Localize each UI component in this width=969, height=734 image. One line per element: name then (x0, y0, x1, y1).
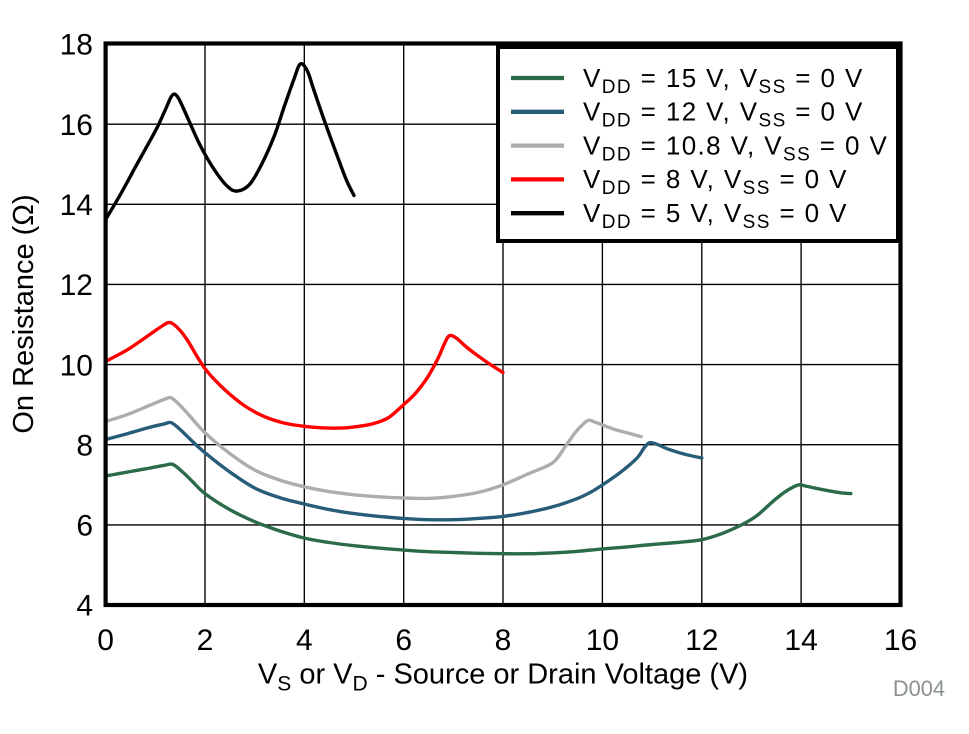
svg-text:4: 4 (296, 624, 313, 657)
svg-text:16: 16 (60, 109, 93, 142)
svg-text:16: 16 (884, 624, 917, 657)
svg-text:0: 0 (97, 624, 114, 657)
svg-text:14: 14 (784, 624, 817, 657)
svg-text:On Resistance (Ω): On Resistance (Ω) (8, 194, 40, 433)
svg-text:4: 4 (76, 590, 93, 623)
svg-text:12: 12 (60, 269, 93, 302)
svg-text:8: 8 (76, 429, 93, 462)
svg-text:6: 6 (395, 624, 412, 657)
svg-text:D004: D004 (893, 676, 945, 701)
svg-text:10: 10 (586, 624, 619, 657)
svg-text:VDD = 15 V, VSS = 0 V: VDD = 15 V, VSS = 0 V (583, 63, 864, 98)
svg-text:6: 6 (76, 510, 93, 543)
svg-text:8: 8 (495, 624, 512, 657)
svg-text:18: 18 (60, 29, 93, 62)
svg-text:12: 12 (685, 624, 718, 657)
svg-text:14: 14 (60, 189, 93, 222)
svg-text:10: 10 (60, 349, 93, 382)
svg-text:2: 2 (197, 624, 214, 657)
svg-text:VS or VD - Source or Drain Vol: VS or VD - Source or Drain Voltage (V) (258, 659, 748, 696)
svg-text:VDD = 10.8 V, VSS = 0 V: VDD = 10.8 V, VSS = 0 V (583, 130, 888, 165)
